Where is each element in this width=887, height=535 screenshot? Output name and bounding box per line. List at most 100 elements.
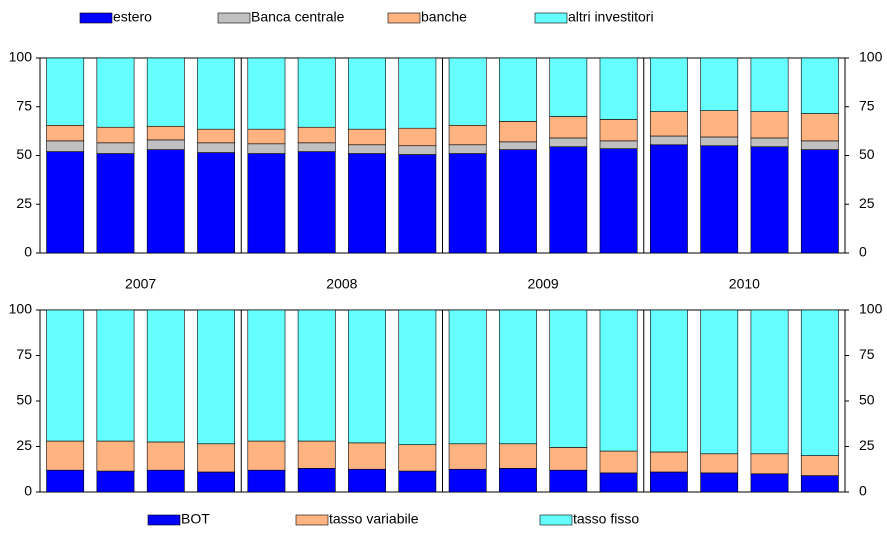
y2-tick-label: 50 (859, 392, 875, 408)
bar-segment (599, 472, 638, 493)
bar-segment (348, 309, 386, 444)
bar-segment (499, 57, 537, 122)
bar-segment (297, 142, 336, 152)
legend-label: estero (113, 9, 152, 25)
group-label: 2007 (125, 276, 156, 292)
bar-segment (96, 57, 135, 128)
bar-segment (96, 126, 135, 144)
bar-segment (247, 440, 286, 471)
bar-segment (448, 309, 487, 445)
bar-segment (247, 57, 286, 130)
legend-label: banche (421, 9, 467, 25)
bar-segment (146, 441, 185, 471)
bar-segment (750, 453, 789, 475)
bar-segment (197, 309, 236, 445)
bar-segment (448, 144, 487, 154)
bar-segment (549, 137, 588, 148)
bar-segment (700, 309, 739, 455)
y-tick-label: 100 (9, 49, 33, 65)
bar-segment (297, 57, 336, 128)
bar-segment (599, 309, 638, 452)
legend-swatch (295, 514, 329, 526)
bar-segment (700, 136, 739, 147)
bar-segment (448, 57, 487, 126)
bar-segment (46, 140, 85, 152)
bar-segment (348, 57, 386, 130)
bar-segment (800, 57, 839, 114)
legend-swatch (534, 12, 568, 24)
bar-segment (247, 469, 286, 493)
bar-segment (649, 144, 688, 254)
bar-segment (750, 111, 789, 139)
y2-tick-label: 75 (859, 97, 875, 113)
bar-segment (297, 309, 336, 442)
bar-segment (549, 57, 588, 117)
bar-segment (448, 468, 487, 493)
y2-tick-label: 25 (859, 195, 875, 211)
bar-segment (448, 124, 487, 146)
bar-segment (197, 152, 236, 254)
bar-segment (247, 309, 286, 442)
bar-segment (599, 140, 638, 149)
bar-segment (348, 144, 386, 154)
legend-swatch (79, 12, 113, 24)
y-tick-label: 75 (16, 346, 32, 362)
bar-segment (96, 309, 135, 442)
bar-segment (398, 145, 437, 155)
legend-swatch (387, 12, 421, 24)
bar-segment (96, 153, 135, 254)
bar-segment (649, 309, 688, 453)
y-tick-label: 75 (16, 97, 32, 113)
bar-segment (197, 443, 236, 473)
bar-segment (700, 453, 739, 474)
bar-segment (96, 440, 135, 472)
bar-segment (146, 309, 185, 443)
bar-segment (649, 451, 688, 473)
bar-segment (297, 440, 336, 469)
bar-segment (750, 137, 789, 148)
bar-segment (398, 444, 437, 472)
y2-tick-label: 50 (859, 146, 875, 162)
bar-segment (46, 440, 85, 471)
y2-tick-label: 75 (859, 346, 875, 362)
y2-tick-label: 0 (859, 244, 867, 260)
y-tick-label: 50 (16, 146, 32, 162)
bar-segment (348, 468, 386, 493)
bar-segment (146, 149, 185, 254)
bar-segment (700, 472, 739, 493)
bar-segment (499, 443, 537, 469)
bar-segment (197, 471, 236, 493)
bar-segment (197, 128, 236, 144)
legend-label: BOT (181, 511, 210, 527)
y-tick-label: 50 (16, 392, 32, 408)
bar-segment (398, 470, 437, 493)
bar-segment (599, 57, 638, 120)
bar-segment (398, 309, 437, 445)
bar-segment (348, 128, 386, 146)
bar-segment (297, 468, 336, 493)
bar-segment (398, 127, 437, 147)
y-tick-label: 100 (9, 301, 33, 317)
bar-segment (247, 128, 286, 145)
bar-segment (197, 57, 236, 130)
legend-label: altri investitori (568, 9, 654, 25)
bar-segment (549, 447, 588, 471)
legend-swatch (147, 514, 181, 526)
y2-tick-label: 100 (859, 301, 883, 317)
y-tick-label: 0 (24, 483, 32, 499)
bar-segment (499, 309, 537, 445)
bar-segment (247, 143, 286, 154)
bar-segment (800, 113, 839, 142)
bar-segment (700, 145, 739, 254)
bar-segment (549, 469, 588, 493)
bar-segment (146, 57, 185, 127)
group-label: 2009 (528, 276, 559, 292)
legend-swatch (539, 514, 573, 526)
y-tick-label: 25 (16, 437, 32, 453)
bar-segment (649, 471, 688, 493)
y-tick-label: 0 (24, 244, 32, 260)
bar-segment (348, 442, 386, 470)
bar-segment (499, 149, 537, 254)
bar-segment (649, 111, 688, 137)
